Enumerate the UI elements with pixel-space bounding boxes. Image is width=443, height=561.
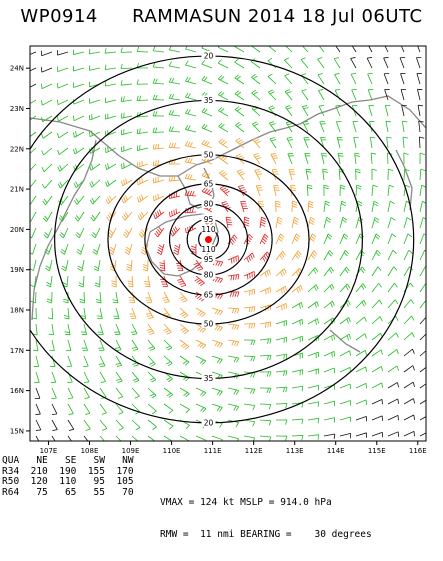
- contour-label: 65: [204, 179, 214, 188]
- contour-label: 20: [204, 418, 214, 427]
- rmw-label: RMW =: [160, 529, 189, 540]
- lat-tick-label: 22N: [10, 145, 24, 153]
- quadrant-header-cell: NW: [105, 455, 134, 466]
- intensity-stats: VMAX = 124 kt MSLP = 914.0 hPa RMW = 11 …: [160, 477, 372, 561]
- storm-center-marker: [205, 236, 212, 243]
- contour-label: 80: [204, 200, 214, 209]
- quadrant-radius-value: 120: [19, 476, 48, 487]
- lat-tick-label: 18N: [10, 307, 24, 315]
- lat-tick-label: 23N: [10, 105, 24, 113]
- storm-center-dot: [205, 236, 212, 243]
- quadrant-radius-value: 190: [48, 466, 77, 477]
- lon-tick-label: 111E: [204, 447, 222, 455]
- quadrant-radius-value: 110: [48, 476, 77, 487]
- lon-tick-label: 107E: [40, 447, 58, 455]
- contour-label: 50: [204, 150, 214, 159]
- lon-tick-label: 114E: [327, 447, 345, 455]
- lat-tick-label: 21N: [10, 186, 24, 194]
- quadrant-header-cell: NE: [19, 455, 48, 466]
- quadrant-row: R64 75 65 55 70: [2, 488, 134, 499]
- contour-label: 20: [204, 52, 214, 61]
- lat-tick-label: 19N: [10, 266, 24, 274]
- quadrant-radius-value: 55: [76, 487, 105, 498]
- lat-tick-label: 20N: [10, 226, 24, 234]
- mslp-value: 914.0 hPa: [280, 497, 331, 508]
- quadrant-radius-table: QUA NE SE SW NW R34 210 190 155 170 R50 12…: [2, 456, 134, 498]
- quadrant-header-cell: SW: [76, 455, 105, 466]
- contour-label: 110: [201, 225, 216, 234]
- quadrant-row-label: R50: [2, 476, 19, 487]
- quadrant-radius-value: 170: [105, 466, 134, 477]
- quadrant-row-label: R64: [2, 487, 19, 498]
- quadrant-header-cell: SE: [48, 455, 77, 466]
- contour-label: 80: [204, 270, 214, 279]
- contour-label: 35: [204, 96, 214, 105]
- lon-tick-label: 115E: [368, 447, 386, 455]
- vmax-label: VMAX =: [160, 497, 194, 508]
- quadrant-radius-value: 210: [19, 466, 48, 477]
- quadrant-row-label: R34: [2, 466, 19, 477]
- lat-tick-label: 24N: [10, 65, 24, 73]
- quadrant-radius-value: 95: [76, 476, 105, 487]
- contour-label: 95: [204, 255, 214, 264]
- contour-label: 95: [204, 215, 214, 224]
- lon-tick-label: 110E: [163, 447, 181, 455]
- contour-label: 110: [201, 245, 216, 254]
- quadrant-radius-value: 65: [48, 487, 77, 498]
- bearing-value: 30 degrees: [315, 529, 372, 540]
- quadrant-radius-value: 75: [19, 487, 48, 498]
- lat-tick-label: 17N: [10, 347, 24, 355]
- bearing-label: BEARING =: [240, 529, 291, 540]
- quadrant-radius-value: 105: [105, 476, 134, 487]
- mslp-label: MSLP =: [240, 497, 274, 508]
- contour-label: 35: [204, 374, 214, 383]
- lon-tick-label: 113E: [286, 447, 304, 455]
- lon-tick-label: 109E: [122, 447, 140, 455]
- lat-tick-label: 15N: [10, 427, 24, 435]
- quadrant-radius-value: 70: [105, 487, 134, 498]
- quadrant-radius-value: 155: [76, 466, 105, 477]
- footer-stats: QUA NE SE SW NW R34 210 190 155 170 R50 12…: [0, 456, 443, 500]
- vmax-value: 124 kt: [200, 497, 234, 508]
- contour-label: 65: [204, 291, 214, 300]
- lon-tick-label: 112E: [245, 447, 263, 455]
- rmw-value: 11 nmi: [200, 529, 234, 540]
- quadrant-header-cell: QUA: [2, 455, 19, 466]
- contour-label: 50: [204, 320, 214, 329]
- lon-tick-label: 116E: [409, 447, 427, 455]
- lon-tick-label: 108E: [81, 447, 99, 455]
- lat-tick-label: 16N: [10, 387, 24, 395]
